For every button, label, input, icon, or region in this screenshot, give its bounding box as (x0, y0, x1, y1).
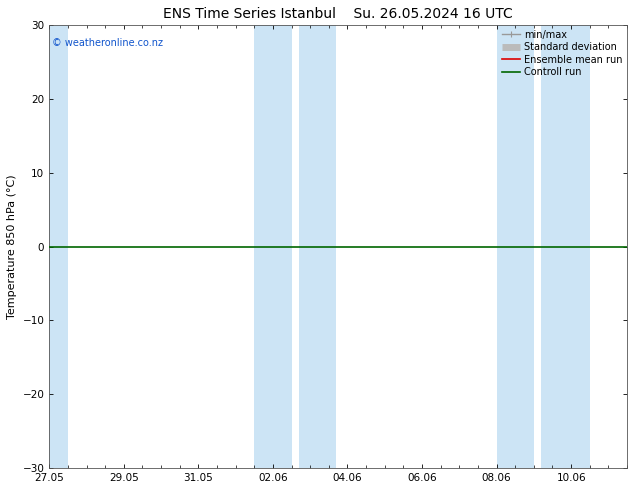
Bar (496, 25, 534, 468)
Bar (46, 25, 68, 468)
Bar (541, 25, 590, 468)
Title: ENS Time Series Istanbul    Su. 26.05.2024 16 UTC: ENS Time Series Istanbul Su. 26.05.2024 … (164, 7, 513, 21)
Bar (254, 25, 292, 468)
Legend: min/max, Standard deviation, Ensemble mean run, Controll run: min/max, Standard deviation, Ensemble me… (500, 28, 624, 79)
Text: © weatheronline.co.nz: © weatheronline.co.nz (52, 38, 163, 48)
Bar (299, 25, 336, 468)
Y-axis label: Temperature 850 hPa (°C): Temperature 850 hPa (°C) (7, 174, 17, 319)
